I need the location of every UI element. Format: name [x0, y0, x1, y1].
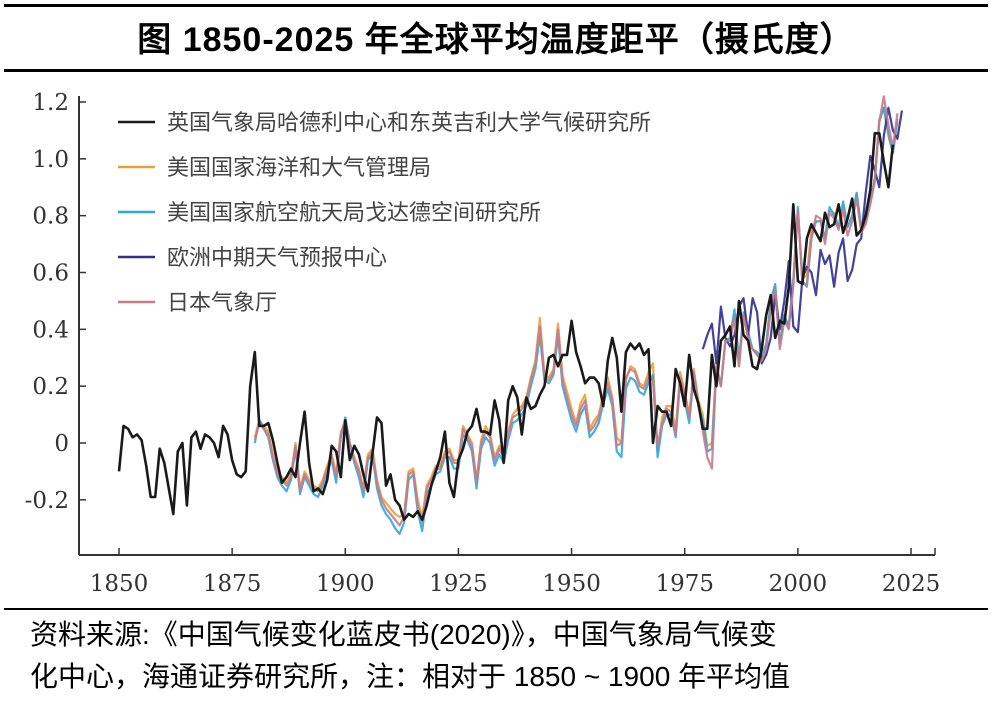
temperature-anomaly-chart: 1.2 1.0 0.8 0.6 0.4 0.2 0 -0.2 1850 1875 1900 1925…: [25, 90, 941, 597]
y-tick-label: 0: [54, 431, 69, 457]
source-line-2: 化中心，海通证券研究所，注：相对于 1850 ~ 1900 年平均值: [30, 661, 791, 692]
y-tick-label: 0.8: [32, 204, 69, 230]
legend-label: 欧洲中期天气预报中心: [167, 246, 387, 271]
legend: 英国气象局哈德利中心和东英吉利大学气候研究所美国国家海洋和大气管理局美国国家航空…: [118, 111, 651, 316]
axes: 1.2 1.0 0.8 0.6 0.4 0.2 0 -0.2 1850 1875 1900 1925…: [25, 90, 941, 597]
x-tick-label: 2025: [882, 571, 941, 597]
y-tick-label: 1.2: [32, 90, 69, 116]
y-tick-label: -0.2: [25, 488, 69, 514]
legend-label: 日本气象厅: [167, 291, 277, 316]
source-rule: [4, 608, 988, 610]
series-line-0: [117, 131, 895, 522]
top-rule: [4, 4, 988, 7]
legend-label: 英国气象局哈德利中心和东英吉利大学气候研究所: [167, 111, 651, 136]
x-tick-label: 1975: [655, 571, 714, 597]
x-tick-label: 1950: [542, 571, 601, 597]
figure-title: 图 1850-2025 年全球平均温度距平（摄氏度）: [137, 21, 855, 59]
y-tick-label: 0.6: [32, 261, 69, 287]
source-line-1: 资料来源:《中国气候变化蓝皮书(2020)》，中国气象局气候变: [30, 619, 777, 650]
legend-label: 美国国家航空航天局戈达德空间研究所: [167, 201, 541, 226]
x-ticks: 1850 1875 1900 1925 1950 1975 2000 2025: [90, 548, 941, 597]
series-line-4: [253, 95, 899, 527]
legend-label: 美国国家海洋和大气管理局: [167, 156, 431, 181]
x-tick-label: 2000: [769, 571, 828, 597]
y-ticks: 1.2 1.0 0.8 0.6 0.4 0.2 0 -0.2: [25, 90, 86, 514]
x-tick-label: 1925: [429, 571, 488, 597]
x-tick-label: 1900: [316, 571, 375, 597]
y-tick-label: 0.2: [32, 374, 69, 400]
series-layer: [117, 95, 903, 535]
x-tick-label: 1850: [90, 571, 149, 597]
y-tick-label: 0.4: [32, 317, 69, 343]
title-rule: [4, 69, 988, 72]
x-tick-label: 1875: [203, 571, 262, 597]
y-tick-label: 1.0: [32, 147, 69, 173]
source-note: 资料来源:《中国气候变化蓝皮书(2020)》，中国气象局气候变 化中心，海通证券…: [30, 614, 970, 698]
